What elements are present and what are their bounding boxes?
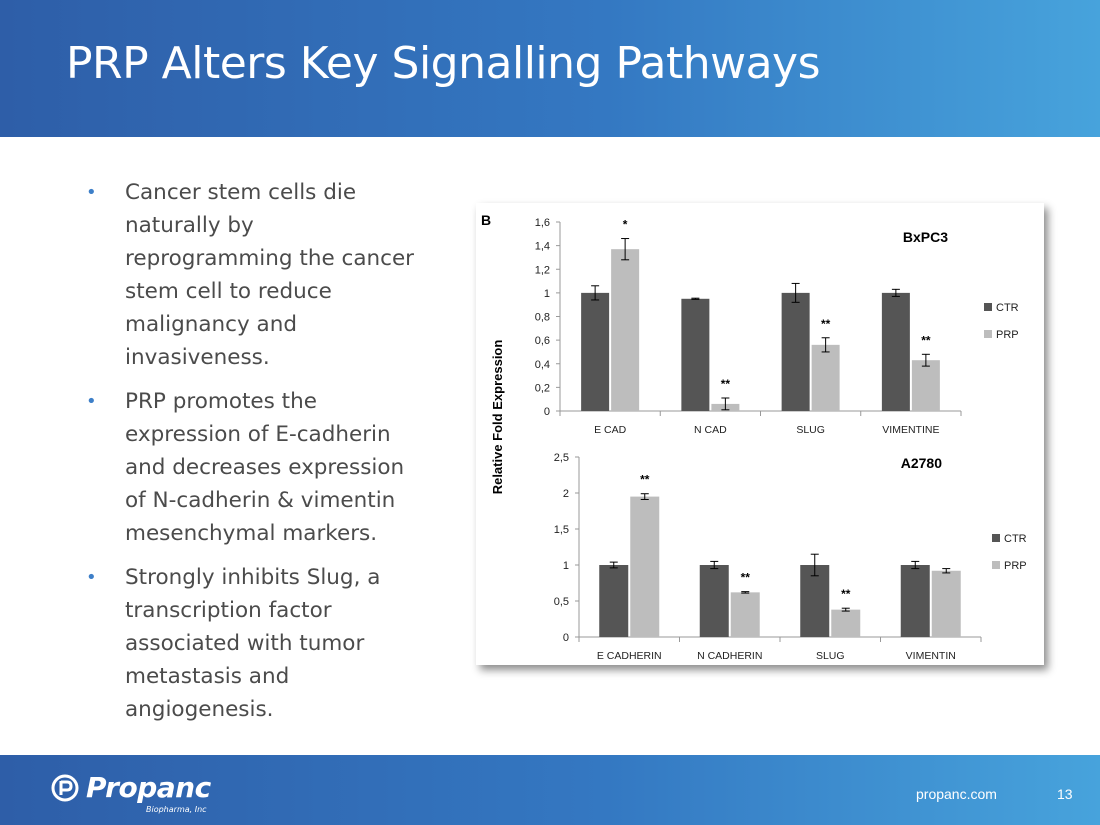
bullet-item: • Strongly inhibits Slug, a transcription…	[86, 561, 426, 726]
legend-swatch	[992, 561, 1000, 569]
chart-canvas: B Relative Fold Expression 0 0,2 0,4 0,6 0,8 1 1…	[481, 212, 1027, 662]
bar-prp	[931, 570, 961, 637]
panel-letter: B	[481, 212, 491, 228]
y-tick-label: 1,4	[535, 241, 550, 253]
bar-ctr	[599, 565, 629, 637]
y-tick-label: 0,5	[554, 596, 569, 608]
bar-ctr	[800, 565, 830, 637]
page-number: 13	[1057, 786, 1073, 802]
significance-marker: **	[640, 473, 650, 487]
logo-name: Propanc	[86, 771, 211, 804]
y-tick-label: 0	[563, 632, 569, 644]
bullet-icon: •	[86, 567, 97, 588]
y-tick-label: 0	[544, 406, 550, 418]
legend-label: CTR	[1004, 533, 1027, 545]
bullet-icon: •	[86, 391, 97, 412]
significance-marker: *	[623, 218, 628, 232]
bullet-text: Cancer stem cells die naturally by repro…	[125, 180, 415, 370]
x-tick-label: VIMENTIN	[906, 650, 956, 662]
propanc-logo-icon	[51, 774, 79, 802]
significance-marker: **	[721, 377, 731, 391]
bullet-item: • Cancer stem cells die naturally by repr…	[86, 176, 426, 374]
x-tick-label: SLUG	[816, 650, 845, 662]
y-tick-label: 0,8	[535, 312, 550, 324]
logo-subtitle: Biopharma, Inc	[146, 805, 207, 814]
bar-prp	[911, 360, 940, 411]
chart-title: A2780	[901, 455, 942, 471]
y-tick-label: 0,6	[535, 335, 550, 347]
y-tick-label: 2,5	[554, 452, 569, 464]
x-tick-label: VIMENTINE	[882, 424, 939, 436]
legend-label: PRP	[1004, 560, 1027, 572]
y-tick-label: 0,2	[535, 382, 550, 394]
significance-marker: **	[921, 333, 931, 347]
website-link[interactable]: propanc.com	[916, 786, 997, 802]
footer-bar: Propanc Biopharma, Inc propanc.com 13	[0, 755, 1100, 825]
y-tick-label: 1,2	[535, 264, 550, 276]
y-tick-label: 1,5	[554, 524, 569, 536]
y-tick-label: 0,4	[535, 359, 550, 371]
y-tick-label: 1	[544, 288, 550, 300]
x-tick-label: SLUG	[796, 424, 825, 436]
significance-marker: **	[741, 571, 751, 585]
chart-title: BxPC3	[903, 229, 948, 245]
bar-ctr	[781, 292, 810, 411]
significance-marker: **	[841, 587, 851, 601]
y-axis-label: Relative Fold Expression	[490, 340, 505, 495]
slide-title: PRP Alters Key Signalling Pathways	[66, 38, 821, 89]
bar-prp	[811, 344, 840, 411]
y-tick-label: 1,6	[535, 217, 550, 229]
x-tick-label: N CAD	[694, 424, 727, 436]
bar-ctr	[681, 298, 710, 411]
y-tick-label: 1	[563, 560, 569, 572]
bar-ctr	[699, 565, 729, 637]
x-tick-label: N CADHERIN	[697, 650, 762, 662]
x-tick-label: E CADHERIN	[597, 650, 662, 662]
bar-prp	[611, 249, 640, 411]
y-tick-label: 2	[563, 488, 569, 500]
title-banner: PRP Alters Key Signalling Pathways	[0, 0, 1100, 137]
legend-label: PRP	[996, 329, 1019, 341]
significance-marker: **	[821, 317, 831, 331]
x-tick-label: E CAD	[594, 424, 627, 436]
legend-swatch	[992, 534, 1000, 542]
chart-figure: B Relative Fold Expression 0 0,2 0,4 0,6 0,8 1 1…	[476, 203, 1044, 665]
bar-prp	[730, 592, 760, 637]
bar-prp	[630, 496, 660, 637]
bar-ctr	[581, 292, 610, 411]
bar-prp	[831, 609, 861, 637]
legend-label: CTR	[996, 302, 1019, 314]
bullet-text: Strongly inhibits Slug, a transcription …	[125, 565, 381, 722]
bullet-list: • Cancer stem cells die naturally by repr…	[86, 176, 426, 737]
legend-swatch	[984, 330, 992, 338]
bar-ctr	[900, 565, 930, 637]
bar-ctr	[881, 292, 910, 411]
company-logo: Propanc Biopharma, Inc	[50, 771, 240, 815]
bullet-item: • PRP promotes the expression of E-cadher…	[86, 385, 426, 550]
legend-swatch	[984, 303, 992, 311]
bullet-icon: •	[86, 182, 97, 203]
bullet-text: PRP promotes the expression of E-cadheri…	[125, 389, 405, 546]
